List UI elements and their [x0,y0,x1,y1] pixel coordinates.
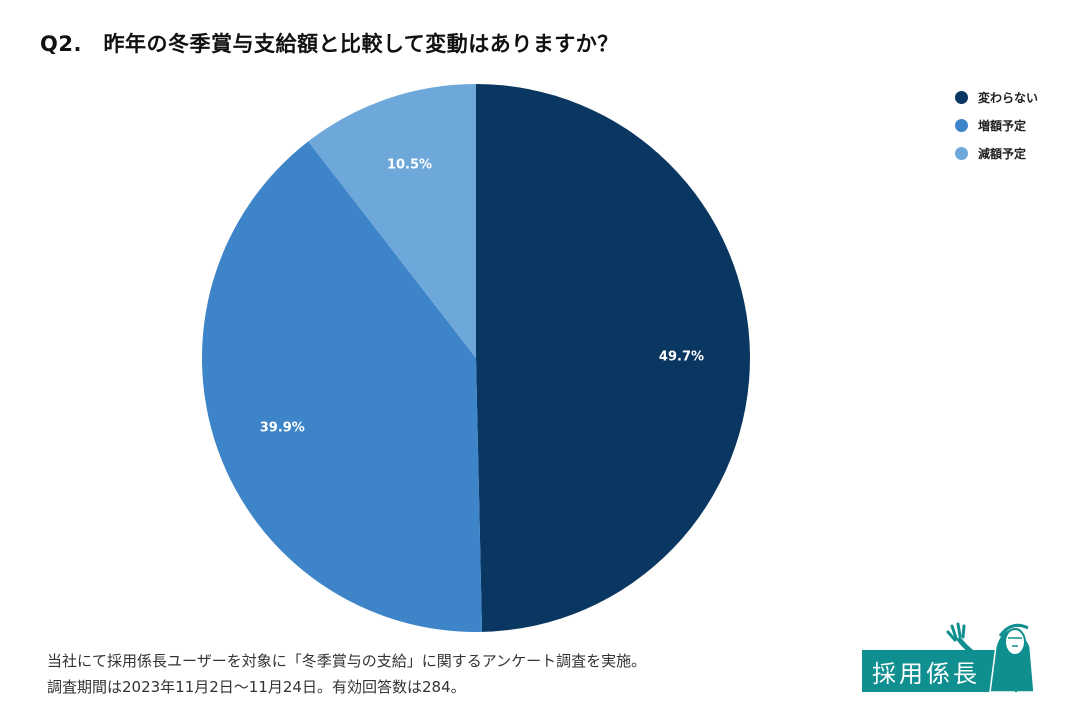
brand-logo: 採用係長 [862,616,1034,694]
legend-item-decrease: 減額予定 [955,139,1038,167]
pie-slice-unchanged [476,84,751,632]
legend-swatch-increase [955,118,968,132]
slice-label-unchanged: 49.7% [659,350,704,365]
pie-slice-increase [202,141,483,633]
legend-label-unchanged: 変わらない [978,90,1039,105]
logo-text: 採用係長 [872,660,980,688]
slice-label-decrease: 10.5% [387,158,432,173]
page-title: Q2. 昨年の冬季賞与支給額と比較して変動はありますか？ [40,32,619,56]
legend-swatch-unchanged [955,90,968,104]
legend-label-decrease: 減額予定 [978,146,1027,161]
legend-swatch-decrease [955,146,968,160]
pie-slice-decrease [308,84,476,358]
slice-label-increase: 39.9% [260,421,305,436]
legend-item-unchanged: 変わらない [955,83,1038,111]
footnote-line-1: 当社にて採用係長ユーザーを対象に「冬季賞与の支給」に関するアンケート調査を実施。 [47,652,647,670]
survey-footnote: 当社にて採用係長ユーザーを対象に「冬季賞与の支給」に関するアンケート調査を実施。… [47,648,646,700]
footnote-line-2: 調査期間は2023年11月2日〜11月24日。有効回答数は284。 [47,678,466,696]
legend-label-increase: 増額予定 [978,118,1027,133]
waving-man-icon [946,622,1034,693]
legend-item-increase: 増額予定 [955,111,1038,139]
chart-legend: 変わらない 増額予定 減額予定 [955,83,1038,167]
